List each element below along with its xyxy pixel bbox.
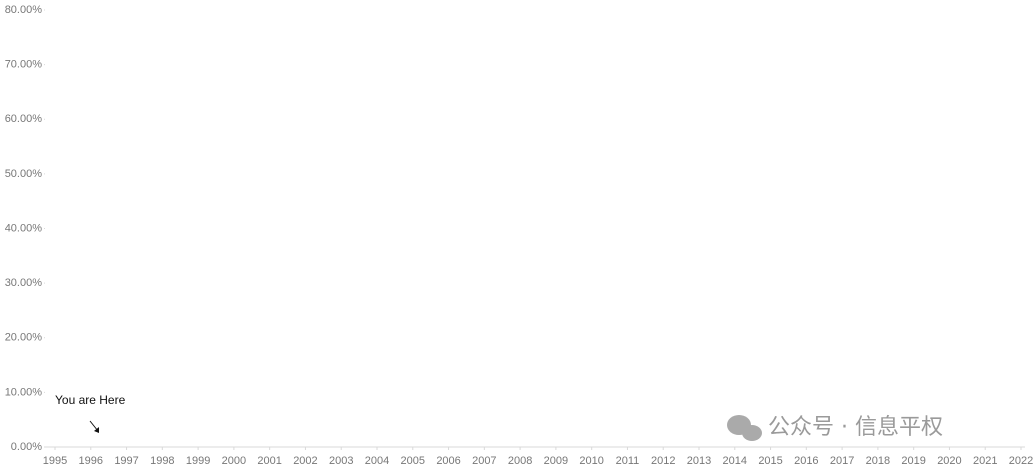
x-tick-label: 1995 [43, 455, 67, 467]
y-tick-label: 80.00% [5, 4, 43, 16]
x-tick-label: 2015 [758, 455, 782, 467]
x-tick-label: 2004 [365, 455, 389, 467]
x-tick-label: 2005 [401, 455, 425, 467]
x-tick-label: 2007 [472, 455, 496, 467]
y-tick-label: 70.00% [5, 59, 43, 71]
x-tick-label: 2009 [544, 455, 568, 467]
x-tick-label: 2003 [329, 455, 353, 467]
y-tick-label: 10.00% [5, 386, 43, 398]
x-tick-label: 1996 [79, 455, 103, 467]
x-tick-label: 2013 [687, 455, 711, 467]
x-tick-label: 1997 [114, 455, 138, 467]
x-tick-label: 2000 [222, 455, 246, 467]
y-tick-label: 0.00% [11, 441, 42, 453]
annotation-arrowhead [94, 427, 99, 433]
watermark: 公众号 · 信息平权 [727, 415, 943, 441]
y-tick-label: 20.00% [5, 332, 43, 344]
y-tick-label: 30.00% [5, 277, 43, 289]
y-tick-label: 60.00% [5, 113, 43, 125]
x-tick-label: 2020 [937, 455, 961, 467]
x-tick-label: 2006 [436, 455, 460, 467]
x-tick-label: 2016 [794, 455, 818, 467]
x-tick-label: 2010 [579, 455, 603, 467]
x-tick-label: 2001 [257, 455, 281, 467]
x-tick-label: 2011 [616, 455, 640, 467]
x-tick-label: 2019 [901, 455, 925, 467]
y-tick-label: 50.00% [5, 168, 43, 180]
y-tick-label: 40.00% [5, 222, 43, 234]
watermark-icon [742, 425, 762, 441]
x-tick-label: 2017 [830, 455, 854, 467]
x-tick-label: 1999 [186, 455, 210, 467]
x-tick-label: 1998 [150, 455, 174, 467]
x-tick-label: 2002 [293, 455, 317, 467]
watermark-text: 公众号 · 信息平权 [768, 415, 943, 440]
x-tick-label: 2012 [651, 455, 675, 467]
x-tick-label: 2014 [723, 455, 747, 467]
x-tick-label: 2022 [1009, 455, 1033, 467]
x-tick-label: 2008 [508, 455, 532, 467]
annotation: You are Here [55, 393, 126, 407]
x-tick-label: 2018 [866, 455, 890, 467]
x-tick-label: 2021 [973, 455, 997, 467]
